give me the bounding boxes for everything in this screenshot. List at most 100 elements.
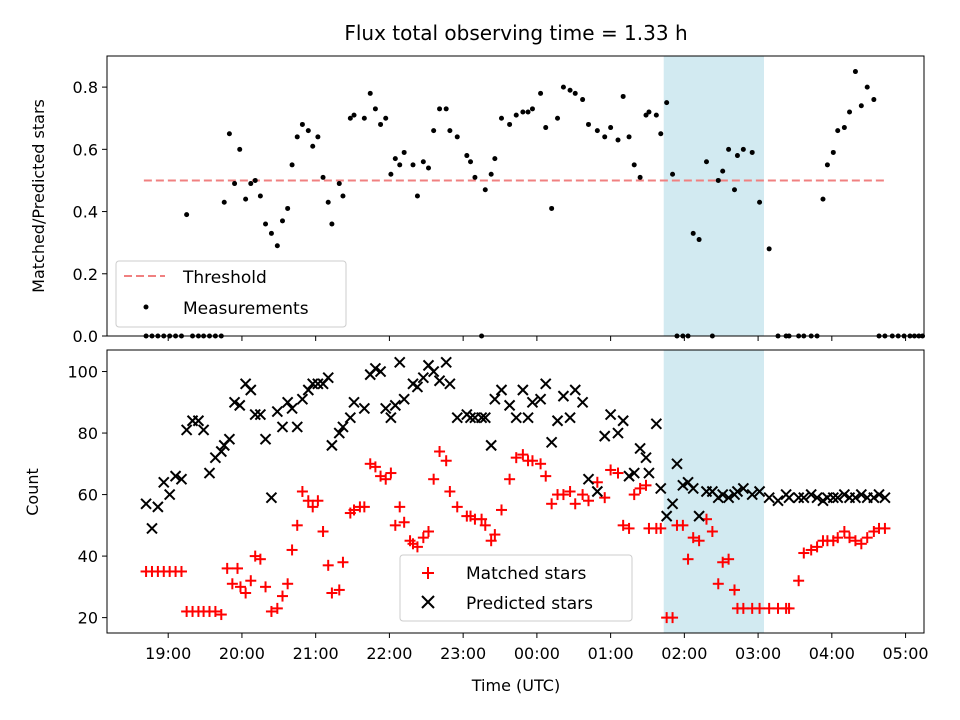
measurement-point [397, 162, 403, 168]
predicted-star-point [540, 378, 552, 390]
matched-star-point [640, 479, 652, 491]
measurement-point [852, 69, 858, 75]
predicted-star-point [245, 384, 257, 396]
predicted-star-point [197, 424, 210, 436]
predicted-star-point [534, 393, 547, 405]
measurement-point [243, 196, 249, 202]
predicted-star-point [628, 467, 640, 479]
measurement-point [443, 106, 449, 112]
measurement-point [340, 193, 346, 199]
measurement-point [336, 181, 342, 187]
measurement-point [252, 177, 258, 183]
matched-star-point [754, 602, 766, 614]
predicted-star-point [666, 498, 679, 510]
matched-star-point [728, 584, 740, 596]
predicted-star-point [545, 436, 558, 448]
matched-star-point [444, 486, 456, 497]
matched-star-point [557, 489, 569, 501]
x-tick-label: 23:00 [440, 644, 486, 663]
y-tick-label: 60 [78, 486, 98, 505]
matched-star-point [495, 504, 507, 516]
matched-star-point [612, 467, 624, 479]
predicted-star-point [296, 393, 309, 405]
y-tick-label: 20 [78, 609, 98, 628]
predicted-star-point [873, 488, 885, 501]
predicted-star-point [180, 424, 193, 436]
measurement-point [653, 112, 659, 118]
matched-star-point [582, 495, 594, 507]
measurement-point [257, 193, 263, 199]
measurement-point [351, 112, 357, 118]
matched-star-point [282, 578, 294, 590]
measurement-point [529, 106, 535, 112]
measurement-point [492, 156, 498, 162]
predicted-star-point [582, 473, 595, 485]
measurement-point [602, 134, 608, 140]
matched-star-point [489, 529, 501, 541]
measurement-point [325, 199, 331, 205]
measurement-point [841, 125, 847, 131]
matched-star-point [504, 473, 516, 485]
predicted-star-point [879, 491, 891, 504]
measurement-point [513, 112, 519, 118]
measurement-point [299, 121, 305, 127]
predicted-star-point [868, 491, 880, 504]
matched-star-point [312, 495, 324, 507]
predicted-star-point [510, 411, 522, 424]
predicted-star-point [564, 411, 576, 424]
predicted-star-point [677, 479, 689, 492]
predicted-star-point [660, 510, 673, 522]
measurement-point [410, 162, 416, 168]
matched-star-point [271, 602, 283, 614]
matched-star-point [717, 556, 729, 568]
matched-star-point [245, 575, 257, 587]
measurement-point [268, 230, 274, 236]
predicted-star-point [716, 488, 729, 501]
top-highlight-span [663, 56, 764, 336]
predicted-star-point [146, 522, 158, 535]
x-tick-label: 01:00 [588, 644, 634, 663]
predicted-star-point [312, 378, 324, 390]
matched-star-point [798, 547, 810, 559]
measurement-point [835, 128, 841, 134]
y-tick-label: 0.8 [73, 78, 98, 97]
chart-title: Flux total observing time = 1.33 h [344, 21, 687, 45]
matched-star-point [879, 522, 891, 534]
predicted-star-point [623, 470, 635, 482]
matched-star-point [385, 467, 397, 479]
predicted-star-point [737, 482, 750, 495]
predicted-star-point [687, 482, 699, 495]
predicted-star-point [604, 408, 617, 421]
top-axes-frame [106, 55, 925, 337]
predicted-star-point [158, 476, 170, 488]
predicted-star-point [281, 396, 294, 409]
matched-star-point [526, 455, 538, 467]
matched-star-point [326, 587, 338, 599]
predicted-star-point [640, 451, 652, 464]
matched-star-point [628, 489, 640, 501]
measurement-point [305, 128, 311, 134]
predicted-star-point [599, 430, 611, 442]
matched-star-point [221, 562, 233, 574]
measurement-point [392, 156, 398, 162]
predicted-star-point [286, 402, 298, 415]
measurement-point [414, 193, 420, 199]
predicted-star-point [203, 467, 216, 479]
measurement-point [549, 205, 555, 211]
predicted-star-point [772, 495, 784, 507]
predicted-star-point [522, 411, 534, 424]
measurement-point [420, 159, 426, 165]
matched-star-point [265, 605, 277, 617]
x-tick-label: 19:00 [145, 644, 191, 663]
predicted-star-point [811, 491, 823, 504]
matched-star-point [175, 565, 187, 577]
predicted-star-point [380, 402, 392, 415]
predicted-star-point [411, 381, 424, 393]
measurement-point [580, 97, 586, 103]
x-tick-label: 03:00 [735, 644, 781, 663]
matched-star-point [712, 578, 724, 590]
matched-star-point [861, 532, 873, 544]
predicted-star-point [451, 411, 463, 424]
predicted-star-point [557, 390, 570, 402]
